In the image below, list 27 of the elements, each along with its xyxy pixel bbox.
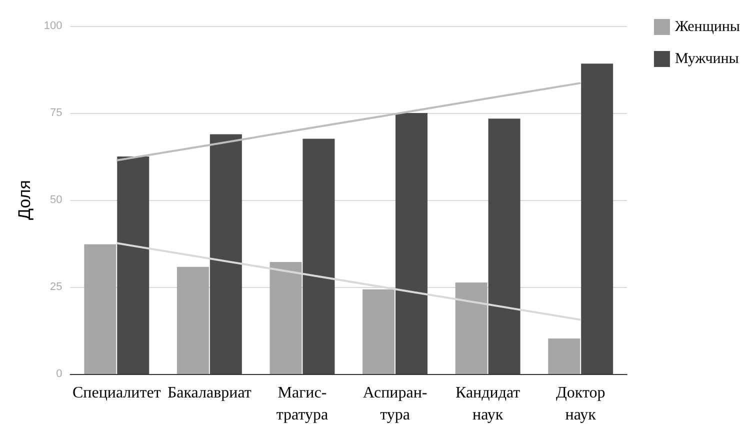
bar: [117, 156, 150, 374]
legend-label: Мужчины: [674, 51, 739, 67]
y-tick-label: 50: [50, 194, 62, 206]
y-tick-label: 100: [44, 20, 62, 32]
x-tick-label: Бакалавриат: [167, 384, 252, 402]
x-tick-label: Кандидат наук: [455, 384, 520, 424]
bar: [362, 289, 395, 374]
bar: [581, 64, 614, 374]
bar: [210, 134, 242, 374]
legend-label: Женщины: [674, 19, 740, 35]
bar: [84, 244, 116, 374]
y-tick-label: 0: [56, 368, 62, 380]
bar: [176, 266, 209, 374]
y-axis-title: Доля: [15, 180, 34, 220]
x-tick-label: Аспиран- тура: [362, 384, 428, 424]
x-tick-label: Специалитет: [72, 384, 161, 402]
x-tick-label: Магис- тратура: [276, 384, 328, 424]
bar: [396, 113, 428, 374]
bar: [488, 118, 520, 374]
bar: [270, 262, 302, 374]
bar: [302, 138, 335, 374]
x-tick-label: Доктор наук: [556, 384, 606, 424]
bar: [455, 282, 488, 374]
y-tick-label: 25: [50, 281, 62, 293]
line-series: [116, 82, 582, 162]
bar: [548, 338, 580, 374]
y-tick-label: 75: [50, 107, 62, 119]
